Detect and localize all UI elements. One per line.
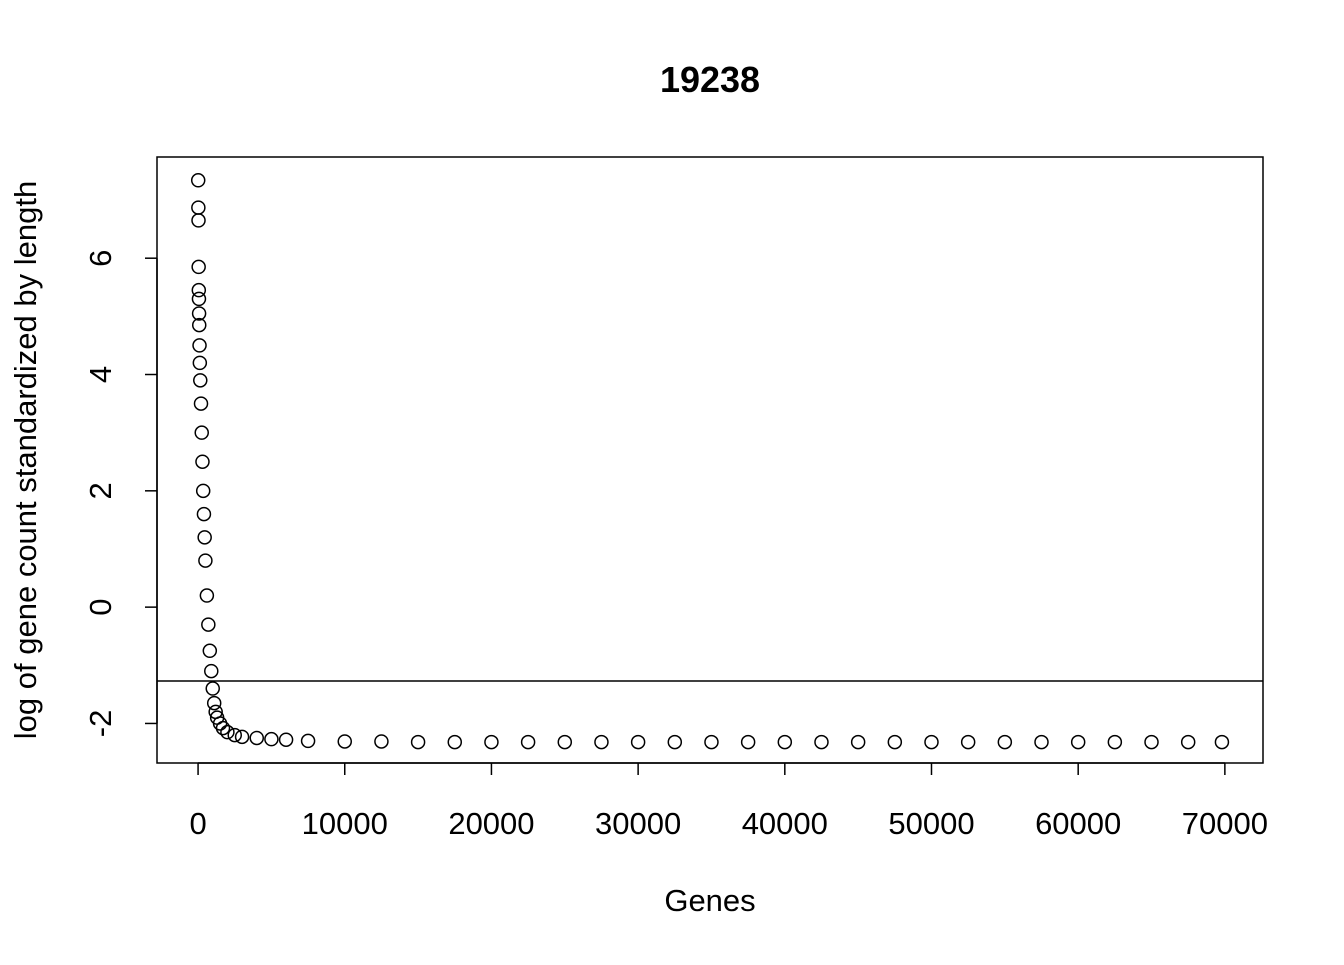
point bbox=[924, 734, 939, 750]
point bbox=[195, 483, 211, 499]
point bbox=[191, 213, 206, 228]
y-axis-label: log of gene count standardized by length bbox=[8, 181, 43, 739]
point bbox=[887, 734, 903, 750]
point bbox=[594, 734, 609, 750]
x-tick-label: 60000 bbox=[1035, 806, 1121, 841]
point bbox=[1214, 734, 1230, 750]
point bbox=[192, 355, 208, 371]
point bbox=[191, 200, 206, 215]
point bbox=[195, 454, 210, 469]
point bbox=[1180, 734, 1196, 750]
point bbox=[484, 734, 499, 750]
point bbox=[234, 729, 250, 745]
point bbox=[215, 720, 231, 736]
x-tick-label: 10000 bbox=[302, 806, 388, 841]
x-tick-label: 20000 bbox=[448, 806, 534, 841]
point bbox=[191, 259, 206, 275]
point bbox=[191, 317, 207, 333]
point bbox=[777, 734, 793, 750]
point bbox=[1034, 734, 1049, 750]
point bbox=[197, 530, 212, 545]
point bbox=[1107, 734, 1123, 750]
point bbox=[1144, 734, 1159, 750]
y-tick-label: 4 bbox=[83, 366, 118, 383]
point bbox=[997, 734, 1013, 750]
point bbox=[206, 695, 222, 711]
point bbox=[704, 734, 719, 750]
point bbox=[227, 727, 242, 743]
x-tick-label: 40000 bbox=[742, 806, 828, 841]
y-tick-label: 0 bbox=[83, 599, 118, 616]
point bbox=[520, 734, 536, 750]
point bbox=[194, 425, 209, 440]
point bbox=[278, 732, 294, 747]
y-tick-label: -2 bbox=[83, 710, 118, 738]
x-tick-label: 0 bbox=[189, 806, 206, 841]
point bbox=[249, 730, 264, 746]
y-tick-label: 6 bbox=[83, 250, 118, 267]
point bbox=[198, 553, 213, 568]
point bbox=[447, 734, 463, 750]
point bbox=[202, 643, 218, 659]
point bbox=[960, 734, 976, 750]
plot-box bbox=[156, 156, 1264, 764]
point bbox=[300, 733, 316, 749]
y-tick-label: 2 bbox=[83, 482, 118, 499]
point bbox=[1070, 734, 1086, 750]
point bbox=[374, 734, 389, 749]
point bbox=[191, 306, 207, 321]
point bbox=[191, 291, 207, 307]
point bbox=[190, 173, 206, 188]
point bbox=[199, 588, 215, 603]
x-tick-label: 50000 bbox=[888, 806, 974, 841]
point bbox=[740, 734, 756, 750]
point bbox=[814, 734, 829, 750]
point bbox=[193, 396, 209, 411]
x-tick-label: 30000 bbox=[595, 806, 681, 841]
point bbox=[264, 731, 279, 747]
point bbox=[557, 734, 573, 750]
point bbox=[220, 724, 235, 740]
chart-title: 19238 bbox=[660, 59, 760, 100]
point bbox=[337, 734, 353, 749]
point bbox=[204, 663, 219, 679]
point bbox=[630, 734, 646, 750]
x-tick-label: 70000 bbox=[1182, 806, 1268, 841]
point bbox=[196, 506, 212, 522]
point bbox=[850, 734, 866, 750]
point bbox=[410, 734, 426, 750]
point bbox=[192, 338, 207, 353]
x-axis-label: Genes bbox=[664, 883, 755, 918]
point bbox=[201, 617, 216, 632]
point bbox=[667, 734, 683, 750]
point bbox=[193, 373, 208, 388]
point bbox=[191, 282, 207, 298]
point bbox=[205, 681, 220, 696]
